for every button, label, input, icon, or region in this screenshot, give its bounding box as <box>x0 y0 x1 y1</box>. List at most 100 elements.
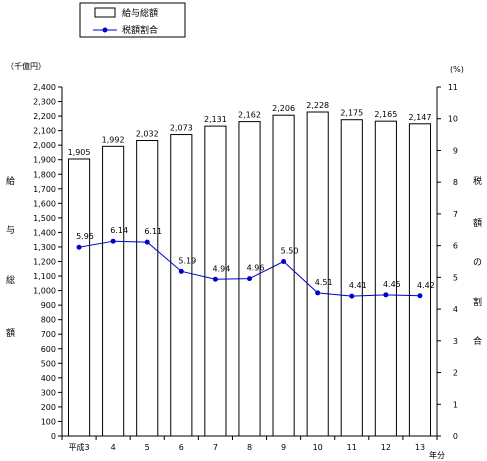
y-tick-label: 1,900 <box>33 156 56 165</box>
y2-tick-label: 6 <box>453 242 458 251</box>
line-point <box>349 293 355 299</box>
y-tick-label: 2,300 <box>33 98 56 107</box>
line-value-label: 6.11 <box>144 227 162 236</box>
y-tick-label: 200 <box>41 403 56 412</box>
line-value-label: 6.14 <box>110 226 128 235</box>
y2-axis-title-char: 額 <box>473 217 482 229</box>
line-point <box>110 238 116 244</box>
y-tick-label: 1,700 <box>33 185 56 194</box>
line-value-label: 4.42 <box>417 281 435 290</box>
y2-tick-label: 8 <box>453 178 458 187</box>
bar-value-label: 2,175 <box>340 109 363 118</box>
y-axis-unit: （千億円） <box>6 61 46 71</box>
bar-series: 1,905 1,992 2,032 2,073 2,131 2,162 2,206 2,228… <box>67 101 431 437</box>
line-point <box>144 239 150 245</box>
line-point <box>247 276 252 282</box>
y2-axis-title-char: 合 <box>473 335 482 347</box>
bar <box>306 111 329 437</box>
bar-value-label: 1,992 <box>102 135 125 144</box>
x-tick-label: 10 <box>313 443 323 452</box>
bar-value-label: 2,032 <box>136 130 159 139</box>
y2-tick-label: 1 <box>453 400 458 409</box>
y-axis-title-char: 総 <box>6 274 15 286</box>
x-tick-label: 13 <box>415 443 425 452</box>
y-tick-label: 1,400 <box>33 228 56 237</box>
category-suffix: 年分 <box>429 450 445 460</box>
y-tick-label: 700 <box>41 330 56 339</box>
line-series: 5.95 6.14 6.11 5.19 4.94 4.96 5.50 4.51 4.41 4.45… <box>76 226 435 299</box>
y-tick-label: 2,000 <box>33 141 56 150</box>
bar-value-label: 2,131 <box>204 115 227 124</box>
y2-tick-label: 2 <box>453 369 458 378</box>
x-tick-label: 4 <box>111 443 116 452</box>
x-tick-label: 8 <box>247 443 252 452</box>
bar <box>170 134 193 437</box>
x-tick-label: 11 <box>347 443 357 452</box>
y-tick-label: 1,100 <box>33 272 56 281</box>
line-value-label: 4.51 <box>315 278 333 287</box>
line-point <box>417 293 423 299</box>
legend-line-marker <box>102 27 108 33</box>
y-tick-label: 400 <box>41 374 56 383</box>
y2-tick-label: 5 <box>453 273 458 282</box>
y2-axis-title-char: 税 <box>473 175 482 187</box>
axes: 01002003004005006007008009001,0001,1001,… <box>33 83 458 452</box>
bar-value-label: 2,073 <box>170 124 193 133</box>
line-point <box>178 268 184 274</box>
y2-tick-label: 9 <box>453 146 458 155</box>
line-point <box>281 259 287 264</box>
legend-bar-label: 給与総額 <box>122 7 158 19</box>
x-tick-label: 5 <box>145 443 150 452</box>
bar-value-label: 1,905 <box>68 148 91 157</box>
y2-tick-label: 10 <box>448 115 458 124</box>
y-tick-label: 1,800 <box>33 170 56 179</box>
line-value-label: 5.50 <box>281 247 299 256</box>
line-value-label: 4.94 <box>213 264 231 273</box>
y-tick-label: 1,600 <box>33 199 56 208</box>
y-tick-label: 1,000 <box>33 287 56 296</box>
legend: 給与総額 税額割合 <box>79 2 186 38</box>
line-point <box>76 244 82 250</box>
line-point <box>212 276 218 282</box>
bar <box>102 145 125 437</box>
bar-value-label: 2,206 <box>272 104 295 113</box>
y-tick-label: 800 <box>41 316 56 325</box>
y-tick-label: 1,500 <box>33 214 56 223</box>
y2-tick-label: 0 <box>453 432 458 441</box>
y-tick-label: 1,300 <box>33 243 56 252</box>
bar <box>374 120 397 437</box>
y2-tick-label: 7 <box>453 210 458 219</box>
y2-axis-title-char: の <box>473 258 482 268</box>
bar <box>136 140 159 437</box>
y-tick-label: 600 <box>41 345 56 354</box>
y-tick-label: 1,200 <box>33 258 56 267</box>
y-axis-title: 給与総額 <box>6 175 15 339</box>
y2-axis-title-char: 割 <box>473 296 482 308</box>
line-value-label: 4.96 <box>247 264 265 273</box>
legend-bar-swatch <box>94 7 116 18</box>
y2-tick-label: 4 <box>453 305 458 314</box>
x-tick-label: 6 <box>179 443 184 452</box>
x-tick-label: 12 <box>381 443 391 452</box>
y2-tick-label: 11 <box>448 83 458 92</box>
bar <box>272 114 295 437</box>
x-tick-label: 9 <box>281 443 286 452</box>
y2-axis-unit: (%) <box>450 65 464 74</box>
y-tick-label: 2,100 <box>33 127 56 136</box>
y-tick-label: 500 <box>41 359 56 368</box>
line-point <box>315 290 321 296</box>
y-axis-title-char: 給 <box>6 175 15 187</box>
line-value-label: 5.19 <box>178 256 196 265</box>
y-tick-label: 0 <box>51 432 56 441</box>
y-axis-title-char: 額 <box>6 327 15 339</box>
bar-value-label: 2,228 <box>306 101 329 110</box>
line-value-label: 5.95 <box>76 232 94 241</box>
line-point <box>383 292 389 298</box>
x-tick-label: 平成3 <box>68 442 89 452</box>
y-axis-title-char: 与 <box>6 225 15 236</box>
bar <box>340 119 363 437</box>
bar <box>67 158 91 437</box>
line-value-label: 4.41 <box>349 281 367 290</box>
